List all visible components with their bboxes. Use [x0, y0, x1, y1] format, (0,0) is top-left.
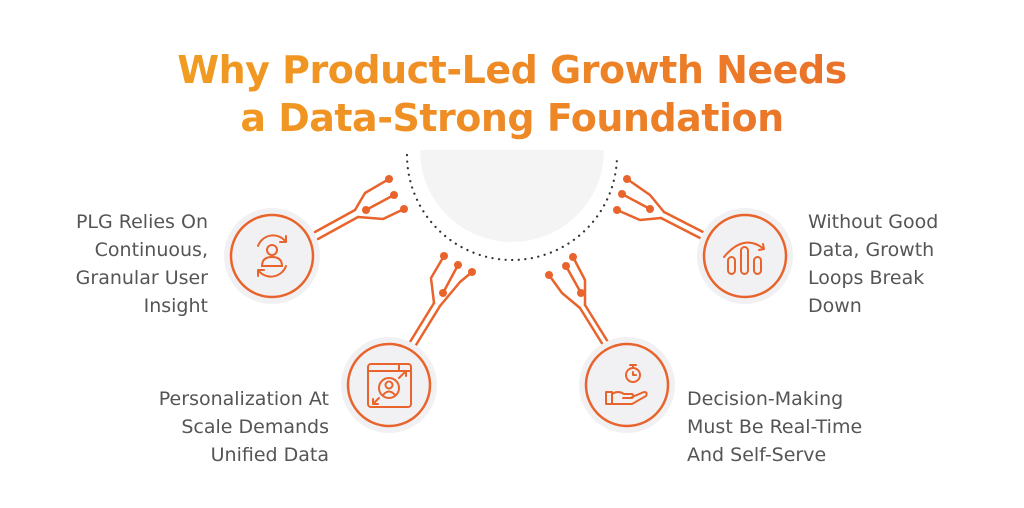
- label-line: Continuous,: [94, 239, 208, 261]
- label-line: Down: [808, 295, 862, 317]
- label-line: Data, Growth: [808, 239, 935, 261]
- label-line: Granular User: [75, 267, 208, 289]
- item-label-3: Decision-Making Must Be Real-Time And Se…: [687, 385, 862, 469]
- dotted-arc: [405, 153, 619, 262]
- connector-2: [408, 254, 474, 347]
- circle-3: [579, 337, 675, 433]
- label-line: Unified Data: [210, 444, 329, 466]
- circle-2: [341, 337, 437, 433]
- label-line: Scale Demands: [181, 416, 329, 438]
- item-label-4: Without Good Data, Growth Loops Break Do…: [808, 208, 938, 320]
- central-hub: [420, 150, 604, 242]
- label-line: Insight: [143, 295, 208, 317]
- connector-1: [313, 177, 406, 241]
- user-refresh-icon: [257, 234, 287, 278]
- label-line: Without Good: [808, 211, 939, 233]
- connector-dots: [362, 175, 654, 297]
- label-line: Must Be Real-Time: [687, 416, 863, 438]
- label-line: Loops Break: [808, 267, 925, 289]
- label-line: And Self-Serve: [687, 444, 827, 466]
- item-label-2: Personalization At Scale Demands Unified…: [159, 385, 329, 469]
- item-label-1: PLG Relies On Continuous, Granular User …: [76, 208, 208, 320]
- circle-4: [697, 208, 793, 304]
- connector-3: [547, 255, 610, 347]
- connector-4: [615, 177, 705, 240]
- label-line: PLG Relies On: [75, 211, 208, 233]
- bar-chart-trend-icon: [723, 241, 765, 275]
- circle-1: [224, 208, 320, 304]
- label-line: Personalization At: [158, 388, 329, 410]
- hand-stopwatch-icon: [605, 364, 648, 405]
- personalization-window-icon: [367, 363, 412, 408]
- label-line: Decision-Making: [687, 388, 844, 410]
